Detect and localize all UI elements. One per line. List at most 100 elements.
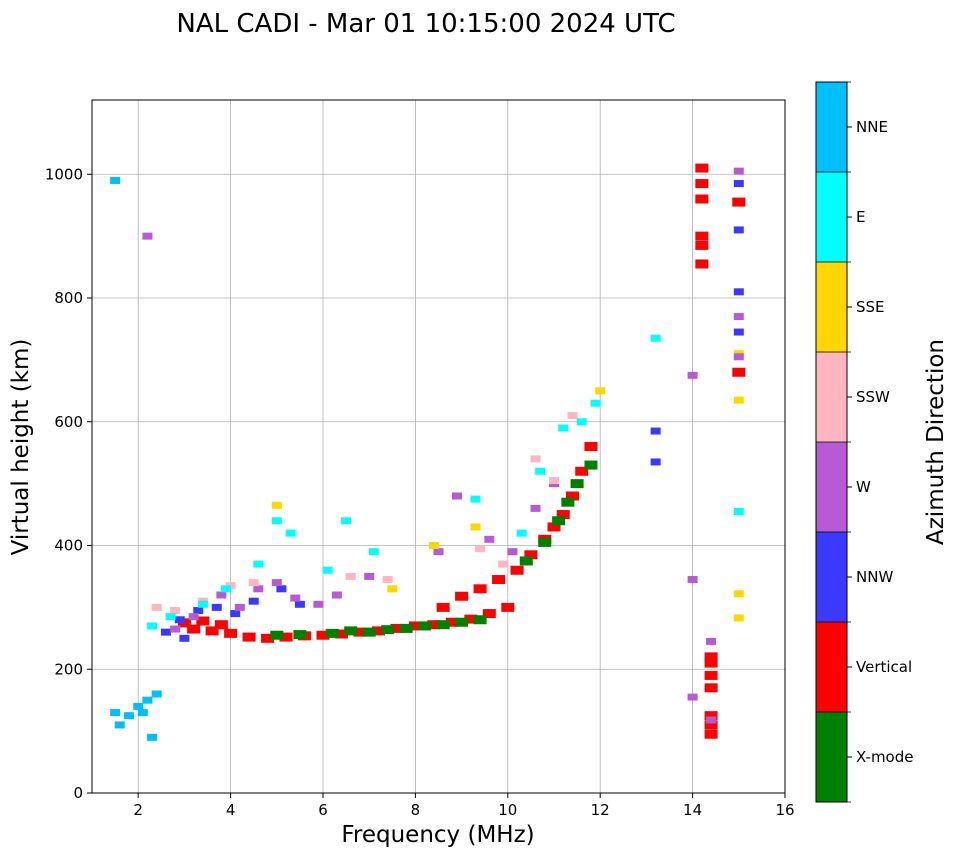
echo-point [547, 522, 561, 532]
echo-point [704, 658, 718, 668]
echo-point [733, 507, 744, 515]
echo-point [455, 591, 469, 601]
echo-point [733, 167, 744, 175]
echo-point [704, 711, 718, 721]
colorbar-tick-label: X-mode [856, 748, 913, 766]
echo-point [211, 603, 222, 611]
echo-point [253, 585, 264, 593]
echo-point [368, 548, 379, 556]
echo-point [687, 576, 698, 584]
y-tick-label: 400 [54, 537, 83, 555]
echo-point [473, 584, 487, 594]
echo-point [110, 709, 121, 717]
y-axis-label: Virtual height (km) [8, 339, 34, 556]
echo-point [216, 591, 227, 599]
echo-point [501, 602, 515, 612]
echo-point [706, 637, 717, 645]
azimuth-colorbar [816, 82, 847, 802]
echo-point [142, 696, 153, 704]
y-tick-label: 800 [54, 289, 83, 307]
echo-point [473, 615, 487, 625]
echo-point [695, 179, 709, 189]
echo-point [576, 418, 587, 426]
colorbar-segment [816, 532, 847, 622]
grid-lines [92, 100, 786, 794]
echo-point [345, 572, 356, 580]
echo-point [147, 622, 158, 630]
echo-point [433, 548, 444, 556]
echo-point [733, 353, 744, 361]
echo-point [492, 575, 506, 585]
echo-point [290, 594, 301, 602]
echo-point [187, 624, 201, 634]
echo-point [498, 560, 509, 568]
echo-point [558, 424, 569, 432]
echo-point [470, 495, 481, 503]
echo-point [475, 545, 486, 553]
colorbar-tick-label: Vertical [856, 658, 912, 676]
echo-point [575, 466, 589, 476]
echo-point [507, 548, 518, 556]
colorbar-tick-label: W [856, 478, 871, 496]
echo-point [733, 396, 744, 404]
colorbar-ticks: X-mode Vertical NNW W SSW SSE E NNE [816, 81, 913, 803]
echo-point [704, 729, 718, 739]
echo-point [234, 603, 245, 611]
echo-point [524, 550, 538, 560]
echo-point [224, 628, 238, 638]
echo-point [196, 616, 210, 626]
echo-point [214, 620, 228, 630]
y-tick-label: 200 [54, 660, 83, 678]
x-tick-label: 12 [591, 801, 610, 819]
echo-point [188, 613, 199, 621]
echo-point [253, 560, 264, 568]
echo-point [313, 600, 324, 608]
echo-point [704, 652, 718, 662]
x-axis-label: Frequency (MHz) [341, 822, 534, 848]
echo-point [530, 455, 541, 463]
echo-point [733, 226, 744, 234]
echo-point [436, 602, 450, 612]
colorbar-segment [816, 442, 847, 532]
echo-point [484, 535, 495, 543]
echo-point [418, 621, 432, 631]
colorbar-tick-label: SSW [856, 388, 890, 406]
x-tick-label: 16 [775, 801, 794, 819]
echo-point [147, 733, 158, 741]
echo-point [706, 716, 717, 724]
echo-point [114, 721, 125, 729]
echo-point [687, 693, 698, 701]
echo-point [285, 529, 296, 537]
echo-point [271, 501, 282, 509]
echo-point [733, 288, 744, 296]
echo-point [362, 627, 376, 637]
echo-point [595, 387, 606, 395]
colorbar-segment [816, 262, 847, 352]
echo-point [371, 626, 385, 636]
echo-point [732, 197, 746, 207]
chart-title: NAL CADI - Mar 01 10:15:00 2024 UTC [176, 9, 675, 39]
echo-point [704, 720, 718, 730]
echo-point [695, 231, 709, 241]
echo-point [294, 600, 305, 608]
echo-point [381, 625, 395, 635]
echo-point [137, 709, 148, 717]
y-axis-ticks: 0 200 400 600 800 1000 [45, 165, 92, 802]
echo-point [270, 630, 284, 640]
data-points [110, 163, 746, 741]
echo-point [428, 542, 439, 549]
echo-point [205, 626, 219, 636]
echo-point [445, 617, 459, 627]
x-tick-label: 14 [683, 801, 702, 819]
colorbar-label: Azimuth Direction [923, 339, 949, 545]
echo-point [276, 585, 287, 593]
x-tick-label: 6 [318, 801, 328, 819]
echo-point [293, 630, 307, 640]
echo-point [561, 497, 575, 507]
echo-point [344, 626, 358, 636]
echo-point [390, 623, 404, 633]
x-tick-label: 2 [133, 801, 143, 819]
echo-point [584, 460, 598, 470]
echo-point [584, 442, 598, 451]
echo-point [650, 334, 661, 342]
